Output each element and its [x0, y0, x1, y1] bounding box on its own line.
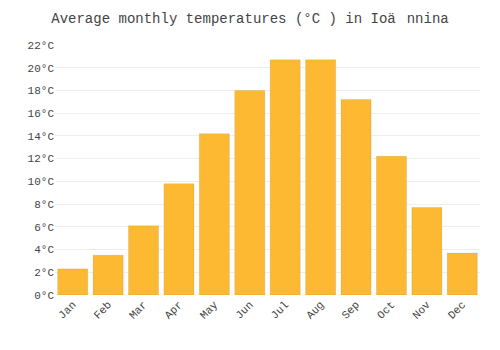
svg-text:Average monthly temperatures (: Average monthly temperatures (°C ) in Io…: [51, 11, 448, 27]
svg-text:Nov: Nov: [410, 299, 433, 322]
svg-text:Mar: Mar: [127, 299, 149, 321]
svg-text:18°C: 18°C: [28, 85, 55, 97]
svg-text:Jul: Jul: [269, 299, 291, 321]
svg-text:10°C: 10°C: [28, 176, 55, 188]
svg-text:8°C: 8°C: [34, 199, 54, 211]
svg-text:Dec: Dec: [446, 299, 468, 321]
svg-text:Jun: Jun: [233, 299, 255, 321]
svg-text:Aug: Aug: [304, 299, 326, 321]
svg-text:Feb: Feb: [92, 299, 114, 321]
svg-text:14°C: 14°C: [28, 131, 55, 143]
svg-text:Oct: Oct: [375, 299, 397, 321]
svg-text:4°C: 4°C: [34, 244, 54, 256]
svg-text:20°C: 20°C: [28, 63, 55, 75]
svg-text:16°C: 16°C: [28, 108, 55, 120]
svg-text:Apr: Apr: [162, 299, 184, 321]
svg-text:12°C: 12°C: [28, 153, 55, 165]
svg-text:2°C: 2°C: [34, 267, 54, 279]
svg-text:May: May: [198, 299, 221, 322]
svg-text:22°C: 22°C: [28, 40, 55, 52]
svg-text:Sep: Sep: [340, 299, 362, 321]
svg-text:0°C: 0°C: [34, 290, 54, 302]
svg-text:Jan: Jan: [56, 299, 78, 321]
svg-text:6°C: 6°C: [34, 222, 54, 234]
